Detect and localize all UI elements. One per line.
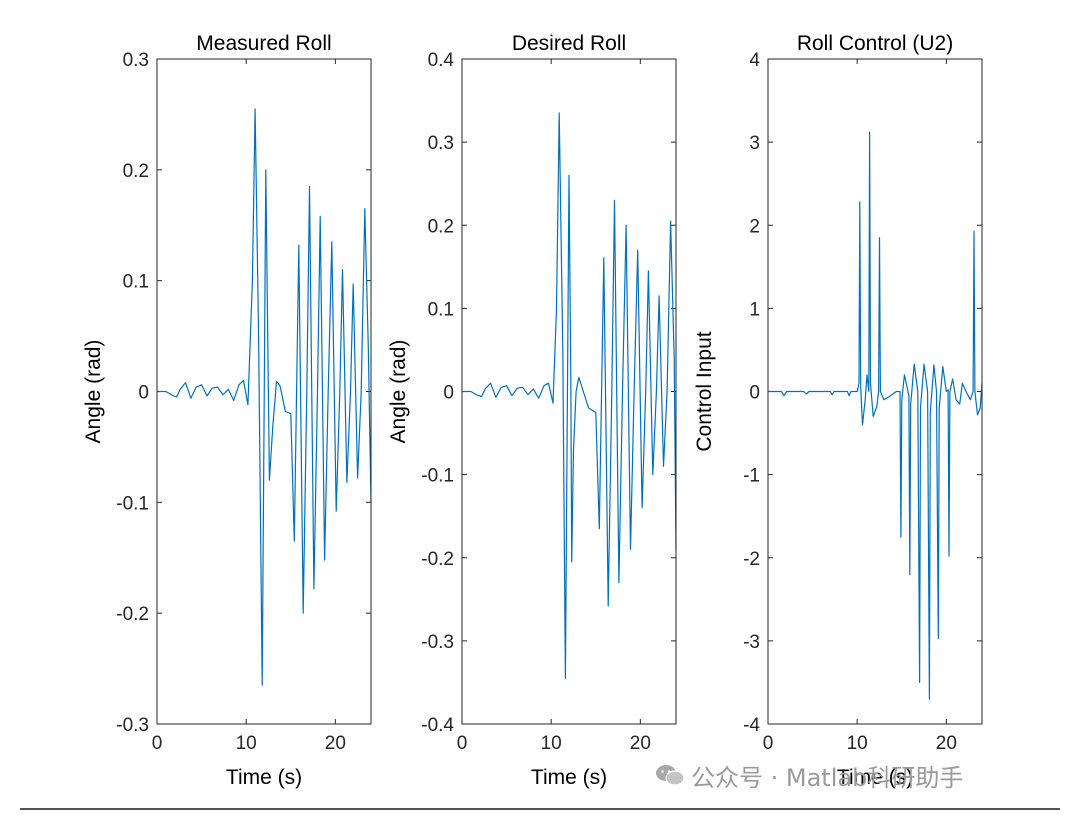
y-tick-label: 0.3 — [123, 50, 149, 71]
y-tick-label: -0.1 — [421, 466, 454, 487]
y-axis-label: Control Input — [693, 331, 716, 451]
plot-title: Desired Roll — [512, 32, 626, 55]
plot-panel-measured-roll: -0.3 -0.2 -0.1 0 0.1 0.2 0.3 0 10 20 Measured Roll… — [82, 32, 372, 789]
plot-title: Roll Control (U2) — [797, 32, 953, 55]
y-tick-label: 1 — [749, 299, 760, 320]
plot-panel-roll-control: -4 -3 -2 -1 0 1 2 3 4 0 10 20 Roll Control (U2) Time … — [693, 32, 983, 789]
y-tick-label: -0.2 — [116, 604, 149, 625]
y-tick-label: 0.3 — [428, 133, 454, 154]
x-tick-label: 20 — [325, 733, 346, 754]
y-tick-label: -0.1 — [116, 493, 149, 514]
y-tick-label: 3 — [749, 133, 760, 154]
axes-frame — [156, 58, 372, 725]
axes-frame — [461, 58, 677, 725]
y-tick-label: 0 — [443, 383, 454, 404]
x-tick-label: 20 — [630, 733, 651, 754]
y-tick-label: 2 — [749, 216, 760, 237]
y-tick-label: 0.1 — [123, 272, 149, 293]
y-tick-label: -0.4 — [421, 715, 454, 736]
y-tick-label: 0 — [749, 383, 760, 404]
axes-frame — [767, 58, 983, 725]
y-tick-label: -0.3 — [421, 632, 454, 653]
y-tick-label: -0.2 — [421, 549, 454, 570]
y-tick-label: 0.1 — [428, 299, 454, 320]
y-tick-label: -0.3 — [116, 715, 149, 736]
x-tick-label: 0 — [763, 733, 774, 754]
y-axis-label: Angle (rad) — [387, 340, 410, 444]
x-axis-label: Time (s) — [226, 766, 302, 789]
y-tick-label: 0.4 — [428, 50, 455, 71]
y-tick-label: 0.2 — [123, 161, 149, 182]
y-tick-label: -2 — [743, 549, 760, 570]
series-line — [157, 108, 372, 686]
plot-title: Measured Roll — [196, 32, 331, 55]
plot-panel-desired-roll: -0.4 -0.3 -0.2 -0.1 0 0.1 0.2 0.3 0.4 0 10 20 Desire… — [387, 32, 677, 789]
y-axis-label: Angle (rad) — [82, 340, 105, 444]
series-line — [462, 112, 677, 679]
y-tick-label: -4 — [743, 715, 760, 736]
x-tick-label: 10 — [847, 733, 868, 754]
y-tick-label: -3 — [743, 632, 760, 653]
x-axis-label: Time (s) — [837, 766, 913, 789]
x-tick-label: 20 — [936, 733, 957, 754]
y-tick-label: -1 — [743, 466, 760, 487]
x-tick-label: 0 — [152, 733, 163, 754]
y-tick-label: 0.2 — [428, 216, 454, 237]
y-tick-label: 4 — [749, 50, 760, 71]
y-tick-label: 0 — [138, 383, 149, 404]
x-tick-label: 10 — [236, 733, 257, 754]
series-line — [768, 131, 983, 700]
bottom-divider — [20, 808, 1060, 810]
x-axis-label: Time (s) — [531, 766, 607, 789]
x-tick-label: 0 — [457, 733, 468, 754]
x-tick-label: 10 — [541, 733, 562, 754]
